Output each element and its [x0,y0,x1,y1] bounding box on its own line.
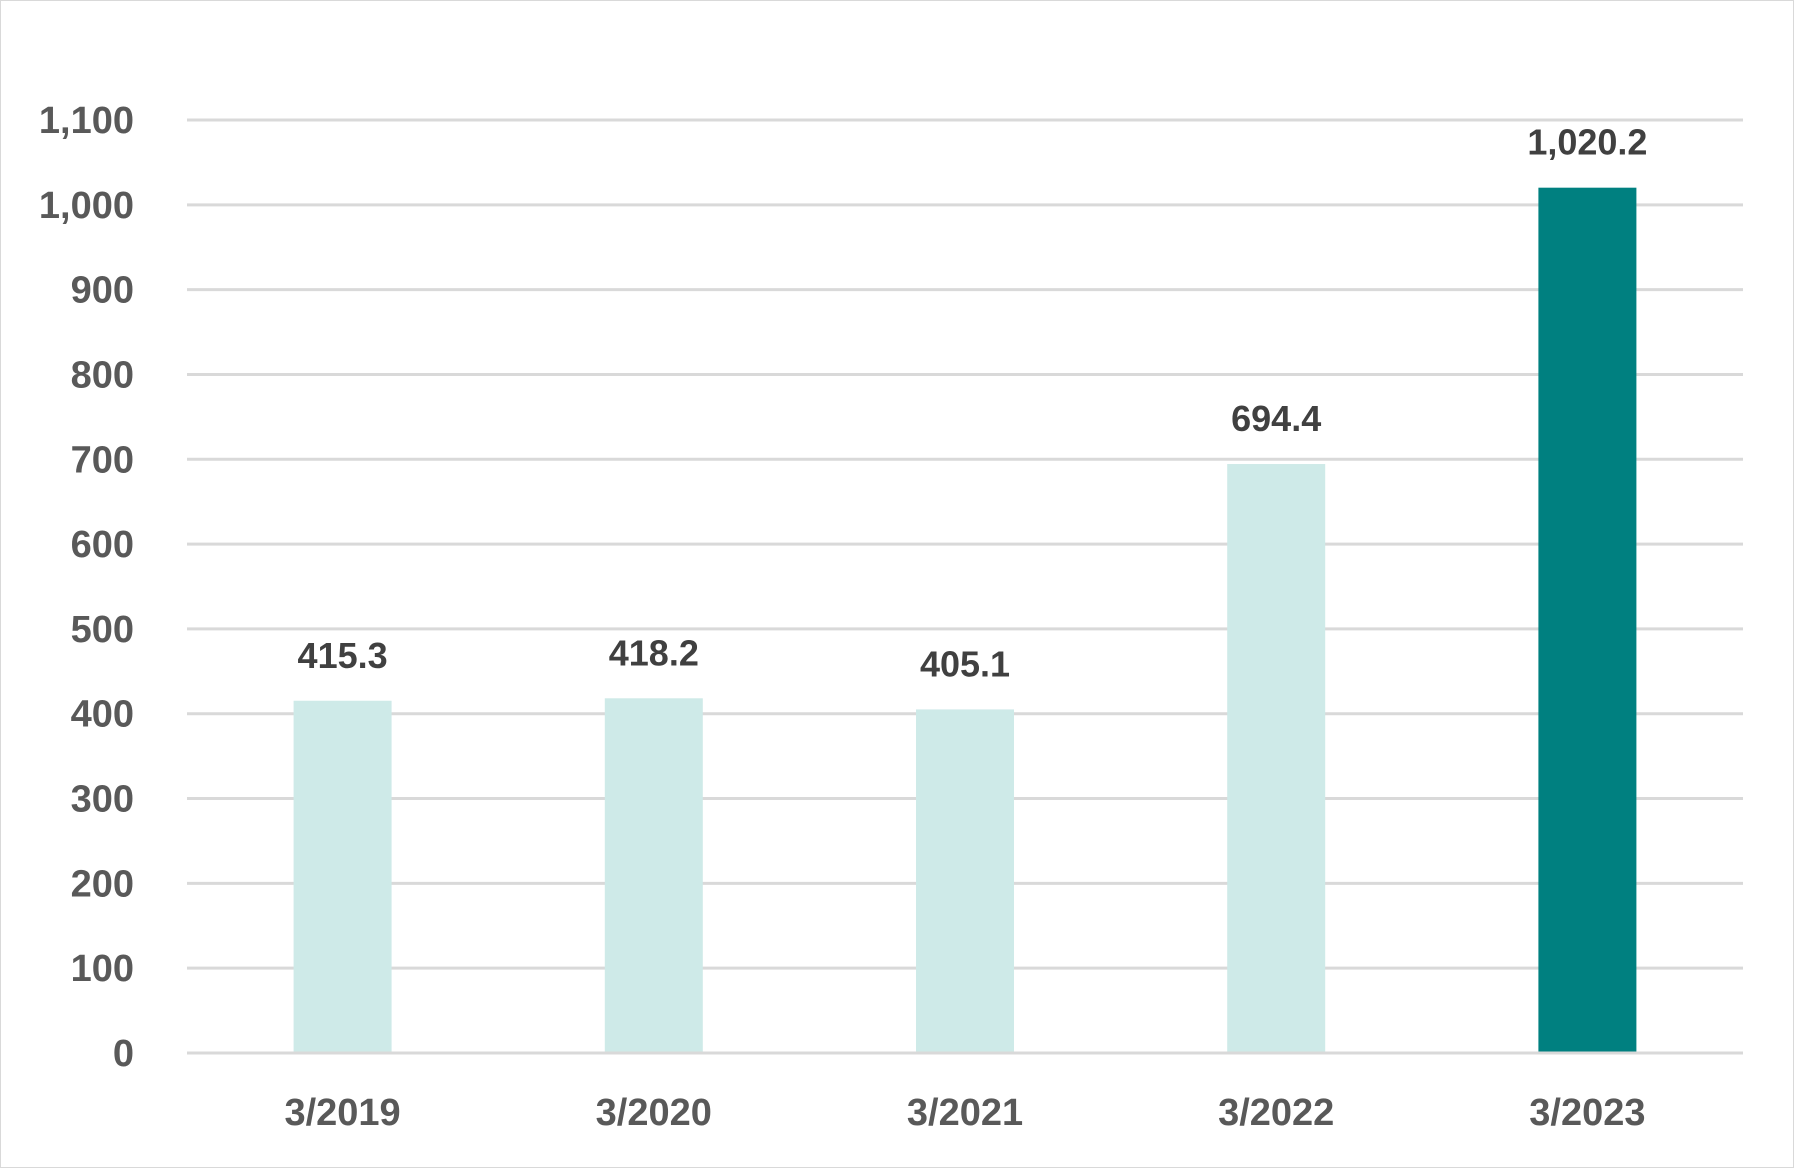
x-tick-label: 3/2020 [596,1092,712,1134]
y-tick-label: 600 [71,524,134,566]
y-tick-label: 700 [71,439,134,481]
x-tick-label: 3/2023 [1529,1092,1645,1134]
data-label: 1,020.2 [1527,122,1647,163]
y-tick-label: 300 [71,779,134,821]
bar-3-2023 [1538,187,1637,1053]
y-tick-label: 900 [71,270,134,312]
bar-3-2022 [1227,464,1326,1053]
y-tick-label: 100 [71,948,134,990]
bar-3-2021 [916,709,1014,1053]
y-tick-label: 400 [71,694,134,736]
x-tick-label: 3/2021 [907,1092,1023,1134]
y-tick-label: 1,000 [39,185,134,227]
x-tick-label: 3/2022 [1218,1092,1334,1134]
bar-3-2020 [604,698,703,1053]
y-tick-label: 0 [113,1033,134,1075]
y-axis: 0 100 200 300 400 500 600 700 800 900 1,000 1,100 [39,100,134,1075]
y-tick-label: 1,100 [39,100,134,142]
y-tick-label: 200 [71,863,134,905]
x-tick-label: 3/2019 [284,1092,400,1134]
data-label: 405.1 [920,643,1010,684]
data-label: 415.3 [298,635,388,676]
x-axis: 3/2019 3/2020 3/2021 3/2022 3/2023 [284,1092,1645,1134]
data-labels: 415.3 418.2 405.1 694.4 1,020.2 [298,122,1648,685]
bars [293,187,1637,1053]
y-tick-label: 500 [71,609,134,651]
data-label: 418.2 [609,632,699,673]
data-label: 694.4 [1231,398,1321,439]
y-tick-label: 800 [71,354,134,396]
bar-3-2019 [293,700,392,1053]
